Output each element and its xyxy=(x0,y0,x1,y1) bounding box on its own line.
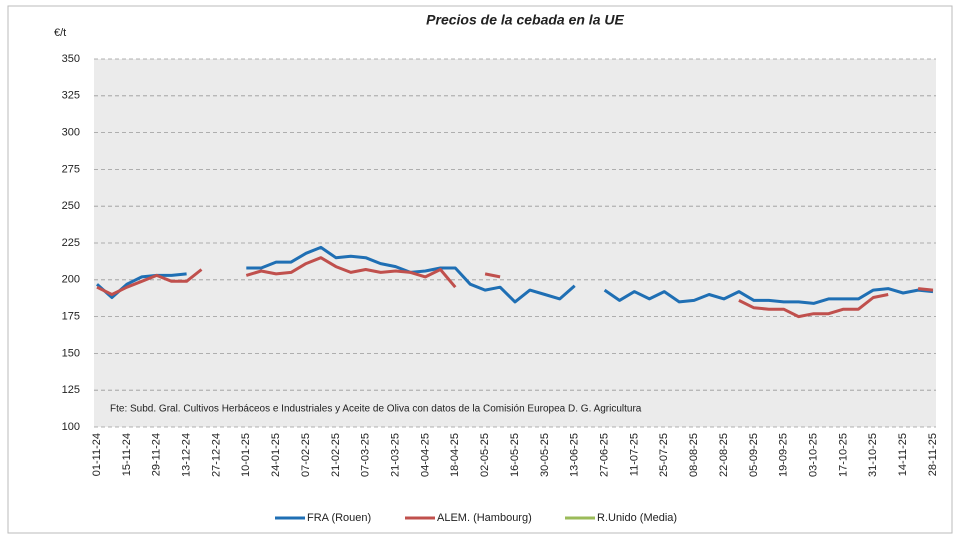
x-tick-label: 17-10-25 xyxy=(837,433,849,477)
y-tick-label: 150 xyxy=(62,347,80,359)
x-tick-label: 24-01-25 xyxy=(270,433,282,477)
x-tick-label: 22-08-25 xyxy=(718,433,730,477)
x-tick-label: 05-09-25 xyxy=(748,433,760,477)
x-tick-label: 25-07-25 xyxy=(658,433,670,477)
x-tick-label: 13-06-25 xyxy=(569,433,581,477)
y-tick-label: 350 xyxy=(62,53,80,65)
x-tick-label: 15-11-24 xyxy=(121,433,133,476)
chart-title: Precios de la cebada en la UE xyxy=(426,12,624,28)
series-line xyxy=(96,256,934,319)
y-tick-label: 300 xyxy=(62,127,80,139)
y-tick-label: 175 xyxy=(62,311,80,323)
x-tick-label: 28-11-25 xyxy=(927,433,939,476)
legend-label: ALEM. (Hambourg) xyxy=(437,512,532,524)
x-tick-label: 01-11-24 xyxy=(91,433,103,476)
y-tick-label: 200 xyxy=(62,274,80,286)
y-tick-label: 225 xyxy=(62,237,80,249)
x-tick-label: 16-05-25 xyxy=(509,433,521,477)
x-tick-label: 08-08-25 xyxy=(688,433,700,477)
x-tick-label: 14-11-25 xyxy=(897,433,909,476)
x-tick-label: 27-12-24 xyxy=(210,433,222,477)
x-tick-label: 21-02-25 xyxy=(330,433,342,477)
legend-label: FRA (Rouen) xyxy=(307,512,371,524)
x-tick-label: 02-05-25 xyxy=(479,433,491,477)
y-tick-label: 125 xyxy=(62,384,80,396)
x-tick-label: 10-01-25 xyxy=(240,433,252,477)
x-tick-label: 07-03-25 xyxy=(360,433,372,477)
x-tick-label: 03-10-25 xyxy=(807,433,819,477)
x-tick-label: 27-06-25 xyxy=(598,433,610,477)
x-tick-label: 04-04-25 xyxy=(419,433,431,477)
y-tick-label: 250 xyxy=(62,200,80,212)
x-tick-label: 11-07-25 xyxy=(628,433,640,476)
x-tick-label: 31-10-25 xyxy=(867,433,879,477)
x-tick-label: 18-04-25 xyxy=(449,433,461,477)
annotation: Fte: Subd. Gral. Cultivos Herbáceos e In… xyxy=(110,404,642,415)
x-tick-label: 07-02-25 xyxy=(300,433,312,477)
x-tick-label: 13-12-24 xyxy=(180,433,192,477)
x-tick-label: 21-03-25 xyxy=(389,433,401,477)
legend-label: R.Unido (Media) xyxy=(597,512,677,524)
y-axis-label: €/t xyxy=(54,27,66,39)
y-tick-label: 325 xyxy=(62,90,80,102)
x-tick-label: 29-11-24 xyxy=(151,433,163,476)
x-tick-label: 19-09-25 xyxy=(778,433,790,477)
y-tick-label: 275 xyxy=(62,163,80,175)
y-tick-label: 100 xyxy=(62,421,80,433)
x-tick-label: 30-05-25 xyxy=(539,433,551,477)
